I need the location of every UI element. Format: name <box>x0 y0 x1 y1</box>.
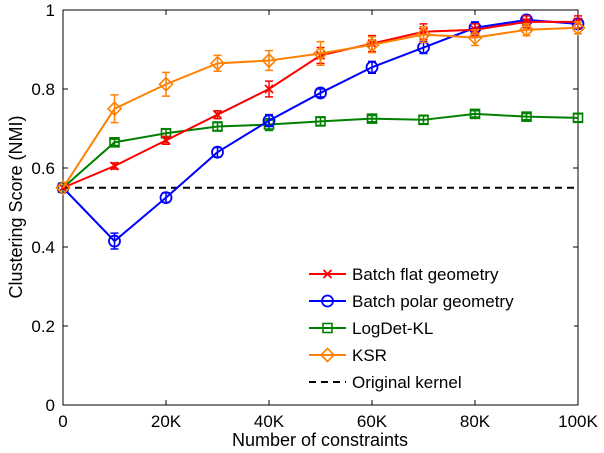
error-bar <box>316 40 325 67</box>
data-point <box>518 22 535 38</box>
y-tick-label: 0.4 <box>31 238 55 257</box>
legend-item-ksr: KSR <box>309 346 387 365</box>
legend-label: KSR <box>352 346 387 365</box>
data-point <box>312 45 329 62</box>
y-tick-label: 0.8 <box>31 80 55 99</box>
legend-box <box>302 258 574 400</box>
data-point <box>211 145 224 159</box>
legend: Batch flat geometry Batch polar geometry L… <box>302 258 574 400</box>
error-bar <box>471 109 479 118</box>
error-bar <box>522 112 531 121</box>
data-point <box>108 234 121 248</box>
data-point <box>209 55 226 71</box>
y-tick-label: 1 <box>46 1 55 20</box>
legend-item-batch-polar-geometry: Batch polar geometry <box>309 292 514 311</box>
y-tick-label: 0 <box>46 396 55 415</box>
data-point <box>262 114 276 127</box>
data-point <box>469 108 481 120</box>
data-point <box>570 20 586 36</box>
error-bar <box>368 114 376 123</box>
y-tick-label: 0.6 <box>31 159 55 178</box>
y-tick-label: 0.2 <box>31 317 55 336</box>
axis-ticks <box>62 9 579 406</box>
legend-label: Batch flat geometry <box>352 265 499 284</box>
x-tick-label: 60K <box>357 412 388 431</box>
series-logdet-kl <box>57 108 584 194</box>
data-point <box>109 137 120 148</box>
error-bar <box>471 29 479 47</box>
data-point <box>212 121 223 132</box>
data-point <box>212 110 223 120</box>
error-bar <box>419 25 428 44</box>
legend-item-original-kernel: Original kernel <box>309 373 462 392</box>
legend-label: Batch polar geometry <box>352 292 514 311</box>
series-ksr <box>55 20 586 196</box>
axis-tick-labels: 0 20K 40K 60K 80K 100K 0 0.2 0.4 0.6 0.8 1 <box>31 1 598 431</box>
x-axis-label: Number of constraints <box>232 430 408 450</box>
x-tick-label: 0 <box>58 412 67 431</box>
legend-item-batch-flat-geometry: Batch flat geometry <box>309 265 499 284</box>
x-tick-label: 100K <box>558 412 598 431</box>
legend-marker <box>319 347 336 363</box>
y-axis-label: Clustering Score (NMI) <box>6 115 26 298</box>
error-bar <box>368 36 376 54</box>
legend-label: LogDet-KL <box>352 319 433 338</box>
legend-label: Original kernel <box>352 373 462 392</box>
series-layer <box>55 13 586 250</box>
error-bar <box>213 54 222 72</box>
x-tick-label: 80K <box>460 412 491 431</box>
data-point <box>109 161 120 171</box>
data-point <box>418 114 429 126</box>
data-point <box>467 30 483 46</box>
error-bar <box>110 138 119 147</box>
data-point <box>315 116 326 127</box>
x-tick-label: 20K <box>151 412 182 431</box>
error-bar <box>162 71 170 97</box>
data-point <box>314 86 327 100</box>
legend-marker <box>321 294 334 308</box>
legend-item-logdet-kl: LogDet-KL <box>309 319 433 338</box>
data-point <box>364 37 380 53</box>
data-point <box>161 135 171 145</box>
data-point <box>366 113 378 124</box>
data-point <box>106 101 123 117</box>
data-point <box>365 60 379 74</box>
x-tick-label: 40K <box>254 412 285 431</box>
data-point <box>521 111 532 122</box>
data-point <box>261 52 277 69</box>
data-point <box>264 84 274 94</box>
data-point <box>572 112 584 124</box>
data-point <box>159 191 173 205</box>
legend-marker <box>322 322 333 334</box>
legend-marker <box>322 269 333 279</box>
data-point <box>57 182 69 194</box>
data-point <box>55 180 71 196</box>
data-point <box>415 26 432 43</box>
error-bar <box>110 94 119 124</box>
data-point <box>158 76 174 92</box>
